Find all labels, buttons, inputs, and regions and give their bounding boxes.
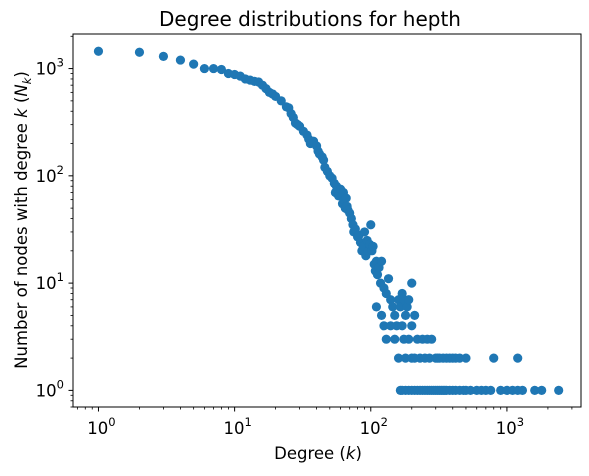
data-point xyxy=(216,64,227,75)
data-point xyxy=(395,302,405,312)
data-point xyxy=(404,295,414,305)
data-point xyxy=(410,353,420,363)
data-point xyxy=(407,278,417,288)
data-point xyxy=(376,310,387,320)
data-point xyxy=(386,321,396,331)
data-point xyxy=(379,321,389,331)
data-point xyxy=(410,310,420,320)
data-point xyxy=(134,47,145,57)
plot-area-frame xyxy=(72,33,582,408)
data-point xyxy=(376,256,387,266)
data-point xyxy=(359,227,370,237)
x-axis-label: Degree (k) xyxy=(274,444,362,463)
chart-title: Degree distributions for hepth xyxy=(159,7,461,31)
data-point xyxy=(341,193,351,203)
x-tick-label: 102 xyxy=(360,415,388,438)
data-point xyxy=(199,63,210,74)
data-point xyxy=(489,353,499,363)
data-point xyxy=(388,302,398,312)
x-tick-label: 103 xyxy=(496,415,524,438)
data-points xyxy=(93,46,564,395)
data-point xyxy=(383,274,394,284)
data-point xyxy=(393,353,404,363)
data-point xyxy=(407,321,417,331)
data-point xyxy=(390,310,400,320)
data-point xyxy=(371,302,382,312)
data-point xyxy=(372,270,383,280)
data-point xyxy=(402,302,412,312)
data-point xyxy=(427,334,437,344)
data-point xyxy=(366,220,376,230)
y-tick-label: 101 xyxy=(36,270,64,293)
y-tick-label: 102 xyxy=(36,163,64,186)
data-point xyxy=(381,334,391,344)
data-point xyxy=(486,385,496,395)
data-point xyxy=(537,385,547,395)
data-point xyxy=(93,46,104,56)
data-point xyxy=(189,59,199,69)
data-point xyxy=(208,63,219,74)
data-point xyxy=(318,155,329,165)
data-point xyxy=(530,385,540,395)
x-tick-label: 100 xyxy=(87,415,115,438)
data-point xyxy=(400,310,411,320)
data-point xyxy=(404,334,414,344)
data-point xyxy=(513,353,523,363)
data-point xyxy=(368,241,378,251)
x-tick-label: 101 xyxy=(223,415,251,438)
data-point xyxy=(386,295,396,305)
data-point xyxy=(158,51,169,61)
y-tick-label: 103 xyxy=(36,56,64,79)
data-point xyxy=(175,55,186,65)
y-tick-label: 100 xyxy=(36,377,64,400)
data-point xyxy=(517,385,528,395)
data-point xyxy=(461,353,471,363)
data-point xyxy=(554,385,564,395)
data-point xyxy=(276,96,286,106)
axis-ticks: 100 101 102 103 100 101 102 103 xyxy=(36,35,573,438)
data-point xyxy=(397,321,407,331)
data-point xyxy=(390,334,400,344)
y-axis-label: Number of nodes with degree k (Nk) xyxy=(12,71,34,369)
